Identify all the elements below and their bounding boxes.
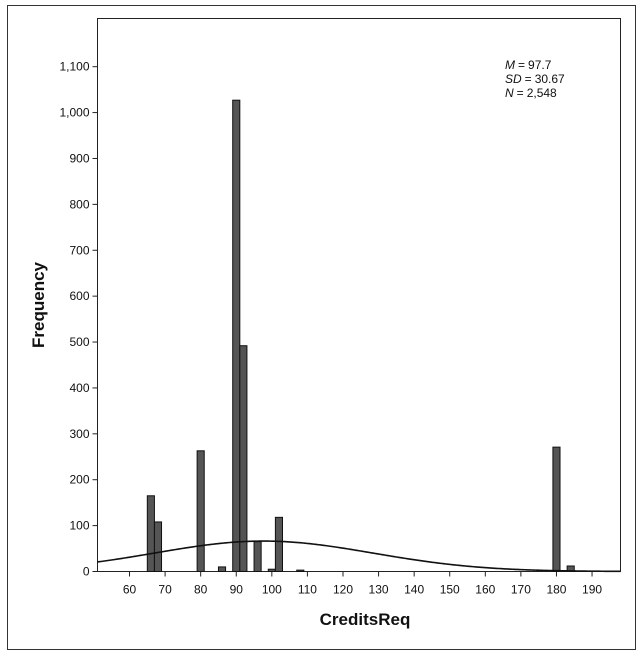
x-tick-label: 150 bbox=[440, 583, 460, 597]
x-tick-label: 60 bbox=[123, 583, 137, 597]
y-tick-label: 1,100 bbox=[59, 60, 89, 74]
y-tick-label: 300 bbox=[69, 427, 89, 441]
bar bbox=[274, 516, 284, 572]
y-axis-label: Frequency bbox=[29, 261, 48, 348]
bar bbox=[196, 450, 205, 573]
stat-value: 2,548 bbox=[527, 86, 557, 100]
stat-relation: = bbox=[517, 86, 524, 100]
stat-line: M = 97.7 bbox=[505, 58, 552, 72]
bar bbox=[232, 99, 241, 573]
bar bbox=[153, 521, 163, 573]
outer-frame bbox=[7, 5, 636, 650]
plot-frame bbox=[97, 18, 621, 572]
stat-line: N = 2,548 bbox=[505, 86, 557, 100]
stat-value: 97.7 bbox=[528, 58, 552, 72]
stat-relation: = bbox=[525, 72, 532, 86]
bar bbox=[267, 568, 276, 572]
x-tick-label: 190 bbox=[582, 583, 602, 597]
x-tick-label: 130 bbox=[369, 583, 389, 597]
normal-curve bbox=[97, 540, 621, 573]
x-tick-label: 110 bbox=[298, 583, 317, 597]
y-tick-label: 200 bbox=[69, 473, 89, 487]
y-tick-label: 600 bbox=[69, 289, 89, 303]
stat-symbol: M bbox=[505, 58, 515, 72]
y-tick-label: 900 bbox=[69, 151, 89, 165]
x-tick-label: 120 bbox=[333, 583, 353, 597]
stat-value: 30.67 bbox=[535, 72, 565, 86]
y-tick-label: 800 bbox=[69, 197, 89, 211]
x-tick-label: 70 bbox=[158, 583, 172, 597]
x-tick-label: 90 bbox=[230, 583, 244, 597]
y-tick-label: 100 bbox=[69, 519, 89, 533]
x-tick-label: 100 bbox=[262, 583, 282, 597]
x-tick-label: 80 bbox=[194, 583, 208, 597]
y-tick-label: 1,000 bbox=[59, 106, 89, 120]
x-tick-label: 180 bbox=[546, 583, 566, 597]
x-tick-label: 140 bbox=[404, 583, 424, 597]
stat-symbol: N bbox=[505, 86, 514, 100]
x-tick-label: 170 bbox=[511, 583, 531, 597]
y-tick-label: 0 bbox=[83, 565, 90, 579]
y-tick-label: 500 bbox=[69, 335, 89, 349]
bar bbox=[146, 495, 155, 573]
y-tick-label: 400 bbox=[69, 381, 89, 395]
y-tick-label: 700 bbox=[69, 243, 89, 257]
bar bbox=[217, 566, 227, 572]
stat-relation: = bbox=[518, 58, 525, 72]
x-tick-label: 160 bbox=[475, 583, 495, 597]
bar bbox=[253, 541, 262, 572]
bar bbox=[296, 569, 305, 572]
stat-symbol: SD bbox=[505, 72, 522, 86]
bar bbox=[552, 446, 561, 572]
stat-line: SD = 30.67 bbox=[505, 72, 565, 86]
bar bbox=[239, 345, 248, 572]
x-axis-label: CreditsReq bbox=[320, 610, 411, 629]
